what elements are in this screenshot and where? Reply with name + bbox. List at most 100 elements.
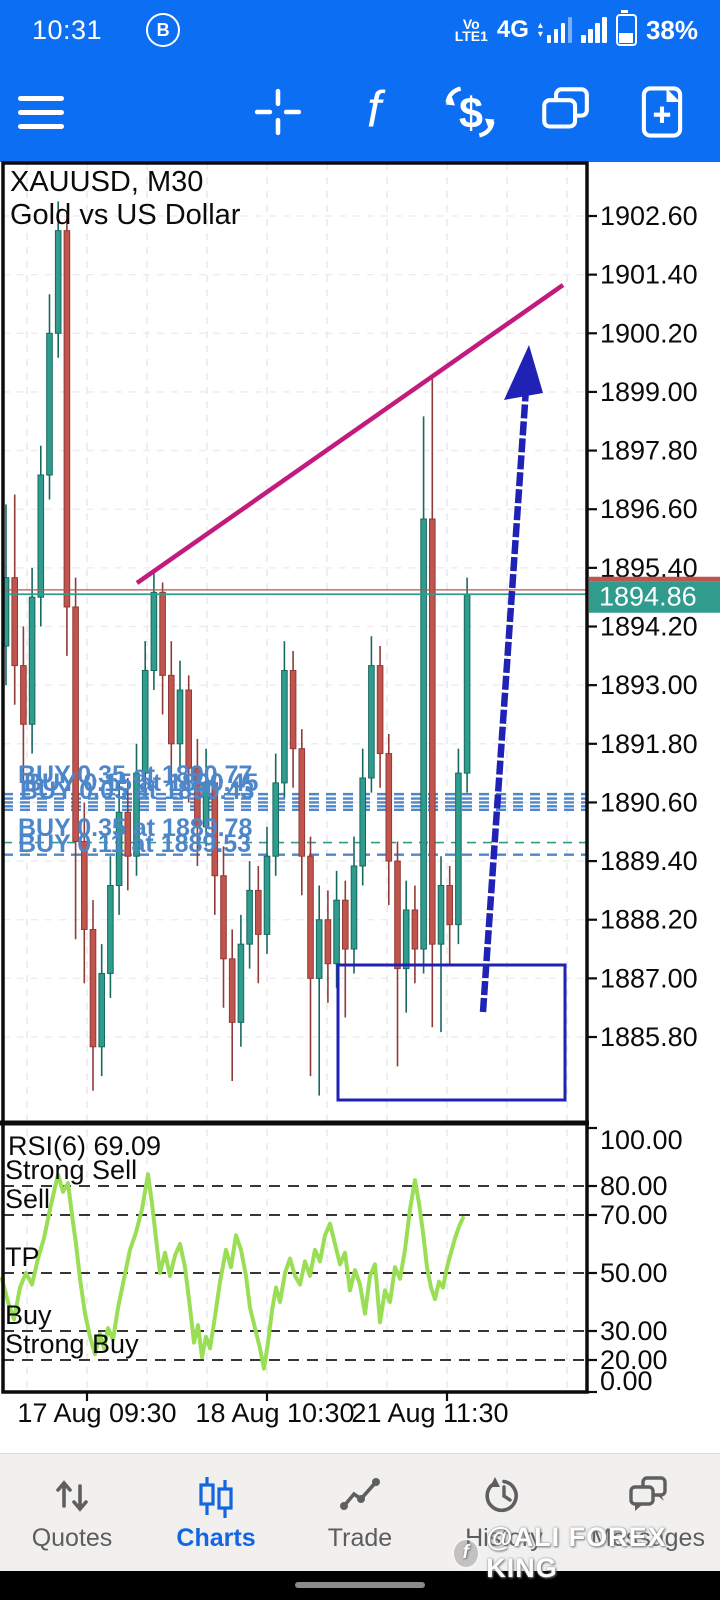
system-navigation-bar — [0, 1571, 720, 1600]
rsi-line — [0, 1172, 465, 1371]
status-indicators: Vo LTE1 4G ▴ ▾ 38% — [454, 10, 698, 46]
windows-icon — [542, 87, 589, 129]
candle-body — [141, 669, 149, 774]
chart-description: Gold vs US Dollar — [10, 199, 241, 231]
candle-body — [176, 689, 184, 745]
rsi-zone-label: Strong Sell — [5, 1155, 137, 1185]
rsi-zone-label: Sell — [5, 1184, 50, 1214]
candle-body — [124, 811, 132, 857]
order-label: BUY 0.35 at 1890.77 — [18, 761, 252, 789]
chart-symbol: XAUUSD, M30 — [10, 166, 204, 198]
nav-trade-label: Trade — [327, 1523, 393, 1552]
volte-icon: Vo LTE1 — [454, 16, 488, 44]
nav-quotes-label: Quotes — [31, 1523, 113, 1552]
price-axis-label: 1891.80 — [600, 729, 698, 759]
price-axis-label: 1893.00 — [600, 670, 698, 700]
candle-body — [368, 665, 375, 779]
candle-body — [150, 591, 158, 671]
candle-body — [194, 767, 201, 828]
messages-icon — [629, 1475, 667, 1511]
candle-body — [324, 919, 332, 965]
current-price-label: 1894.86 — [599, 581, 697, 611]
rsi-axis-label: 20.00 — [600, 1345, 668, 1375]
badge-ask-strip — [589, 576, 720, 582]
price-axis-label: 1887.00 — [600, 963, 698, 993]
candle-body — [411, 909, 419, 950]
candle-body — [281, 669, 288, 784]
candle-body — [446, 885, 453, 926]
chart-title: XAUUSD, M30 Gold vs US Dollar — [10, 166, 240, 232]
date-axis-label: 21 Aug 11:30 — [351, 1398, 508, 1428]
data-activity-icon: ▴ ▾ — [537, 20, 543, 40]
candle-body — [89, 929, 97, 1048]
price-axis-label: 1901.40 — [600, 260, 698, 290]
candle-body — [115, 811, 123, 887]
rsi-axis-label: 80.00 — [600, 1171, 668, 1201]
candle-body — [159, 591, 166, 676]
candle-body — [394, 860, 401, 970]
rsi-axis-label: 0.00 — [600, 1366, 653, 1396]
nav-messages[interactable]: Messages — [576, 1454, 720, 1572]
candle-body — [63, 230, 71, 608]
candle-body — [202, 782, 210, 828]
current-price-badge — [589, 581, 720, 613]
candle-body — [237, 943, 245, 1023]
candle-body — [168, 674, 175, 745]
rsi-axis-label: 70.00 — [600, 1200, 668, 1230]
indicators-button[interactable]: f — [342, 80, 406, 144]
nav-charts-label: Charts — [176, 1523, 256, 1552]
rsi-axis-label: 30.00 — [600, 1316, 668, 1346]
new-chart-button[interactable] — [630, 80, 694, 144]
price-axis-label: 1896.60 — [600, 494, 698, 524]
watermark: f @ALI FOREX KING — [452, 1522, 720, 1584]
rsi-axis-label: 50.00 — [600, 1258, 668, 1288]
candle-body — [107, 885, 114, 974]
price-axis-label: 1885.80 — [600, 1022, 698, 1052]
charts-icon — [199, 1476, 233, 1518]
nav-quotes[interactable]: Quotes — [0, 1454, 144, 1572]
order-label: BUY 0.35 at 1889.78 — [18, 814, 253, 842]
home-indicator[interactable] — [295, 1582, 425, 1588]
order-label: BUY 0.15 at 1890.45 — [24, 769, 259, 797]
menu-button[interactable] — [18, 95, 64, 129]
quotes-icon — [56, 1479, 88, 1512]
signal-strength-icon-sim1 — [546, 17, 573, 43]
history-icon — [485, 1476, 518, 1512]
chart-frame — [1, 161, 589, 1394]
rsi-axis-label: 100.00 — [600, 1125, 683, 1155]
price-axis-label: 1894.20 — [600, 612, 698, 642]
rectangle-drawing — [336, 963, 567, 1102]
candle-body — [272, 782, 279, 857]
candle-body — [246, 889, 253, 945]
watermark-f-icon: f — [452, 1537, 481, 1569]
candle-body — [211, 782, 219, 877]
date-axis-label: 18 Aug 10:30 — [195, 1398, 354, 1428]
function-icon: f — [367, 83, 386, 138]
candle-body — [342, 899, 349, 950]
price-axis-label: 1889.40 — [600, 846, 698, 876]
candle-body — [298, 748, 306, 857]
candle-body — [420, 518, 427, 950]
candle-body — [307, 855, 314, 979]
candle-body — [359, 777, 366, 867]
trade-dollar-icon: $ — [445, 86, 495, 138]
crosshair-icon — [254, 88, 302, 136]
chart-windows-button[interactable] — [534, 80, 598, 144]
candle-body — [185, 689, 192, 769]
candle-body — [255, 889, 262, 935]
candle-body — [333, 899, 340, 965]
candle-body — [385, 753, 393, 862]
new-order-button[interactable]: $ — [438, 80, 502, 144]
signal-strength-icon-sim2 — [581, 17, 607, 43]
order-label: BUY 0.11 at 1889.53 — [18, 830, 251, 858]
candle-body — [463, 593, 471, 774]
price-axis-label: 1902.60 — [600, 201, 698, 231]
nav-charts[interactable]: Charts — [144, 1454, 288, 1572]
candle-body — [350, 865, 358, 950]
crosshair-button[interactable] — [246, 80, 310, 144]
chart-toolbar: f $ — [0, 62, 720, 162]
candle-body — [37, 474, 45, 598]
nav-trade[interactable]: Trade — [288, 1454, 432, 1572]
